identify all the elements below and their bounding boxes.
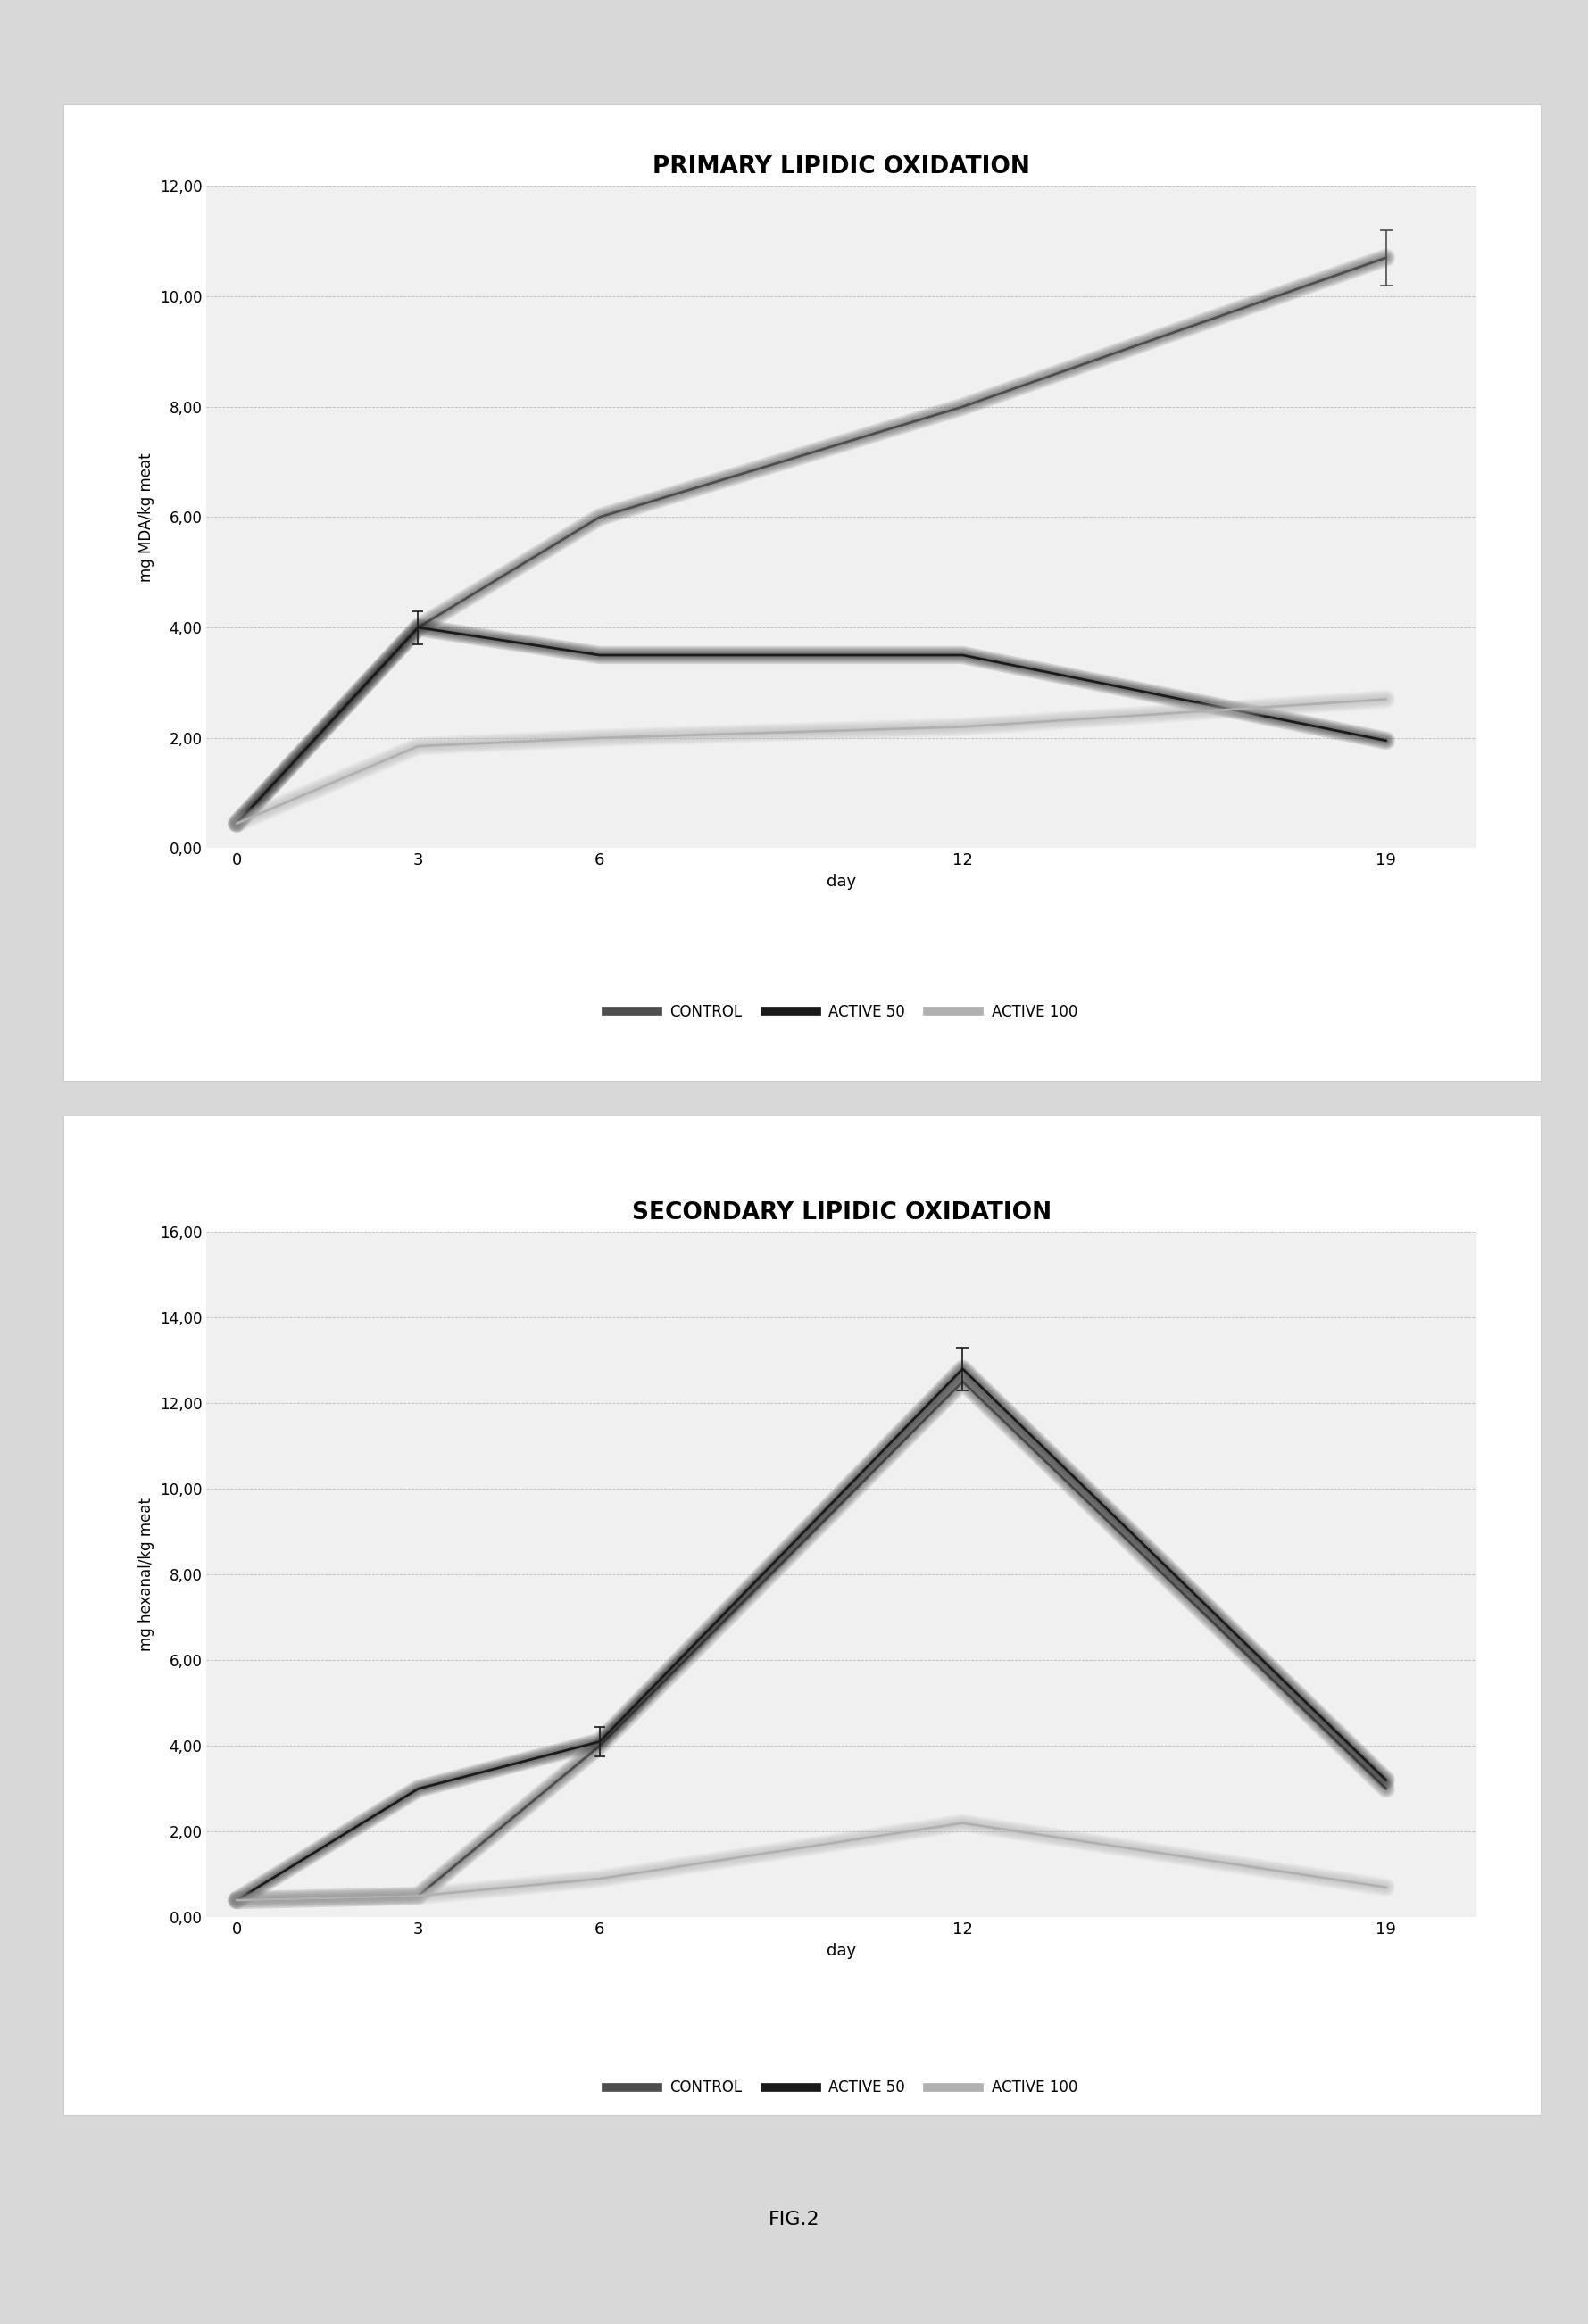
Legend: CONTROL, ACTIVE 50, ACTIVE 100: CONTROL, ACTIVE 50, ACTIVE 100 [600, 999, 1083, 1027]
Legend: CONTROL, ACTIVE 50, ACTIVE 100: CONTROL, ACTIVE 50, ACTIVE 100 [600, 2073, 1083, 2101]
X-axis label: day: day [827, 1943, 856, 1959]
Y-axis label: mg hexanal/kg meat: mg hexanal/kg meat [138, 1497, 154, 1652]
X-axis label: day: day [827, 874, 856, 890]
Title: PRIMARY LIPIDIC OXIDATION: PRIMARY LIPIDIC OXIDATION [653, 156, 1031, 179]
Title: SECONDARY LIPIDIC OXIDATION: SECONDARY LIPIDIC OXIDATION [632, 1202, 1051, 1225]
Y-axis label: mg MDA/kg meat: mg MDA/kg meat [138, 453, 154, 581]
Text: FIG.2: FIG.2 [769, 2210, 819, 2229]
